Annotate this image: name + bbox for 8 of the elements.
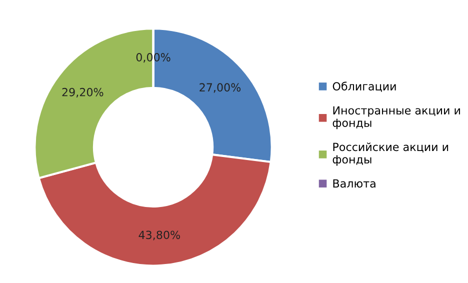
data-label: 27,00% (200, 83, 241, 93)
legend-label: Иностранные акции и фонды (332, 106, 460, 130)
legend-label: Валюта (333, 179, 376, 188)
data-label: 29,20% (62, 88, 104, 98)
legend-label: Облигации (332, 82, 396, 92)
data-label: 43,80% (138, 230, 180, 240)
legend-label: Российские акции и фонды (332, 142, 448, 166)
text: 0,00% (136, 53, 170, 63)
